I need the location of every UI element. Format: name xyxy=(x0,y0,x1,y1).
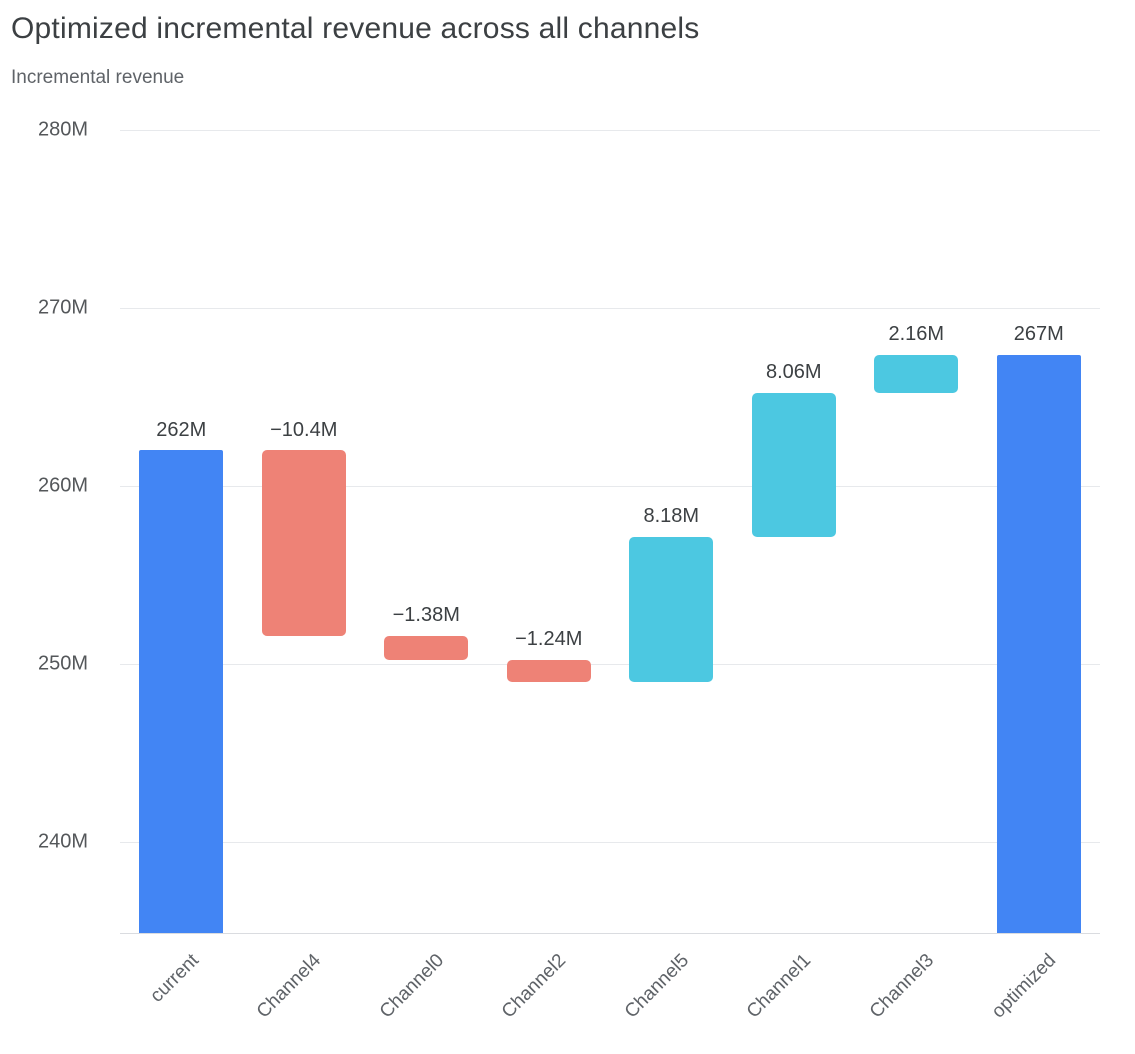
waterfall-bar-Channel2[interactable] xyxy=(506,660,591,683)
gridline xyxy=(120,308,1100,310)
gridline xyxy=(120,842,1100,844)
bar-value-label: −1.38M xyxy=(392,603,460,626)
bar-value-label: −1.24M xyxy=(515,628,583,651)
y-axis-tick-label: 270M xyxy=(37,296,88,319)
x-axis-label: optimized xyxy=(988,950,1061,1023)
waterfall-bar-Channel4[interactable] xyxy=(261,450,346,636)
x-axis-label: Channel4 xyxy=(253,950,326,1023)
waterfall-bar-Channel1[interactable] xyxy=(751,393,836,537)
y-axis-tick-label: 280M xyxy=(37,118,88,141)
waterfall-bar-optimized[interactable] xyxy=(996,354,1081,933)
x-axis-label: Channel1 xyxy=(743,950,816,1023)
y-axis-tick-label: 260M xyxy=(37,474,88,497)
waterfall-bar-current[interactable] xyxy=(139,450,224,933)
bar-value-label: 262M xyxy=(156,418,207,441)
x-axis-label: current xyxy=(146,950,204,1007)
y-axis-tick-label: 240M xyxy=(37,830,88,853)
gridline xyxy=(120,486,1100,488)
bar-value-label: −10.4M xyxy=(270,418,338,441)
waterfall-bar-Channel0[interactable] xyxy=(384,635,469,661)
bar-value-label: 8.18M xyxy=(643,504,700,527)
waterfall-bar-Channel5[interactable] xyxy=(629,536,714,683)
gridline xyxy=(120,664,1100,666)
x-axis-label: Channel0 xyxy=(375,950,449,1023)
waterfall-bar-Channel3[interactable] xyxy=(874,354,959,394)
y-axis-tick-label: 250M xyxy=(37,652,88,675)
x-axis-label: Channel3 xyxy=(865,950,939,1023)
page-title: Optimized incremental revenue across all… xyxy=(11,12,700,45)
plot-area: 280M 270M 260M 250M 240M 262M current −10.4M Cha… xyxy=(38,119,1100,1022)
y-axis-title: Incremental revenue xyxy=(11,67,185,88)
x-axis-label: Channel2 xyxy=(498,950,571,1023)
x-axis-label: Channel5 xyxy=(620,950,694,1023)
bar-value-label: 267M xyxy=(1013,322,1064,345)
bar-value-label: 8.06M xyxy=(765,361,822,384)
bar-value-label: 2.16M xyxy=(888,322,945,345)
gridline xyxy=(120,130,1100,131)
